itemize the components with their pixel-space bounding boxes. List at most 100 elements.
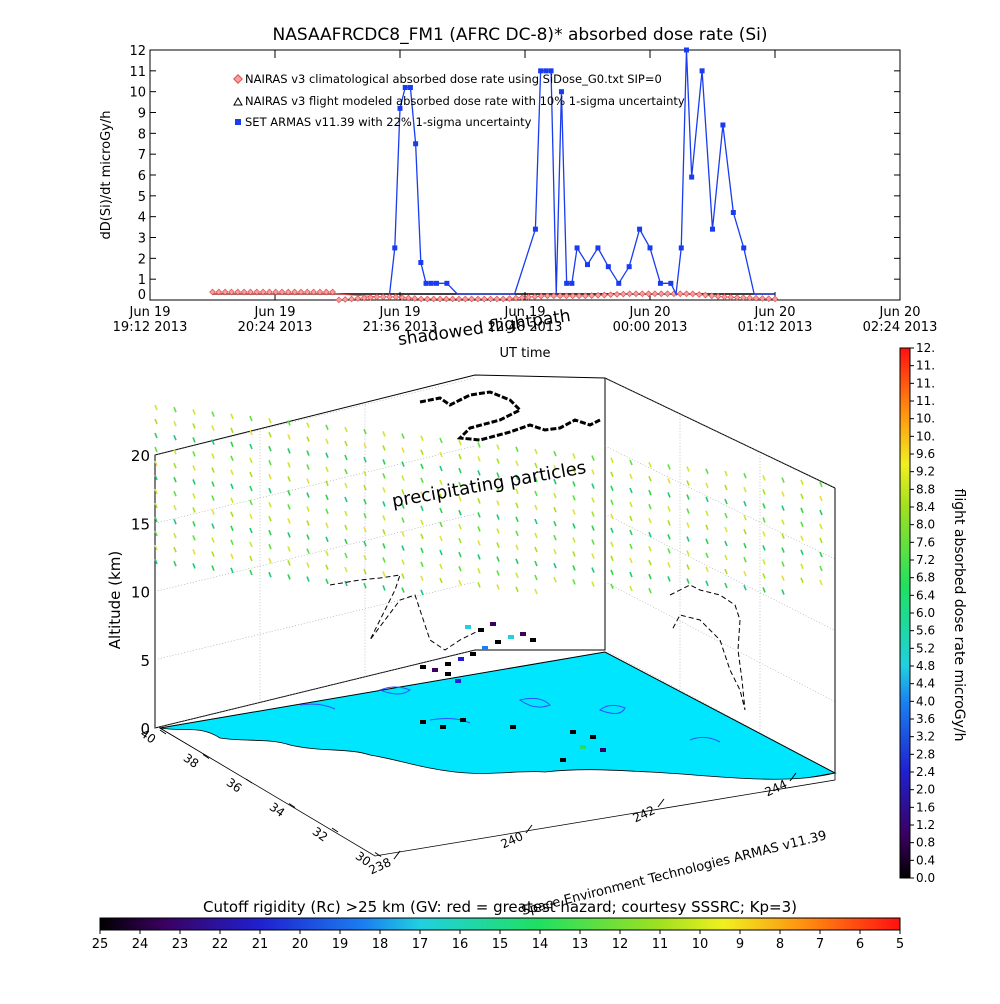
particle-marker: [515, 474, 519, 481]
climatological-point: [733, 294, 741, 301]
climatological-point: [607, 291, 614, 298]
particle-marker: [363, 512, 367, 519]
particle-marker: [154, 460, 158, 467]
particle-marker: [629, 585, 633, 592]
particle-marker: [534, 574, 538, 581]
y-tick-label: 12: [129, 44, 146, 59]
particle-marker: [268, 417, 272, 424]
y-tick-label: 6: [138, 169, 146, 184]
x-tick-label-time: 21:36 2013: [363, 320, 438, 335]
armas-point: [668, 280, 674, 286]
legend-marker-armas: [235, 119, 241, 125]
particle-marker: [800, 563, 804, 570]
particle-marker: [572, 509, 576, 515]
rigidity-colorbar-tick-label: 16: [452, 937, 469, 952]
dose-track-point: [460, 718, 466, 722]
climatological-point: [619, 290, 627, 298]
grid-line: [604, 581, 836, 702]
particle-marker: [211, 565, 215, 571]
y-tick-label: 8: [138, 127, 146, 142]
dose-track-point: [458, 657, 464, 661]
particle-marker: [515, 502, 519, 509]
particle-marker: [420, 477, 424, 484]
particle-marker: [477, 456, 481, 462]
climatological-point: [417, 295, 425, 303]
particle-marker: [401, 545, 405, 551]
particle-marker: [230, 469, 234, 476]
particle-marker: [192, 423, 196, 429]
particle-marker: [401, 447, 405, 453]
climatological-point: [537, 292, 545, 300]
particle-marker: [648, 573, 652, 580]
climatological-point: [708, 292, 716, 300]
climatological-point: [575, 292, 583, 300]
x-tick-label-time: 02:24 2013: [863, 320, 938, 335]
particle-marker: [572, 537, 576, 543]
particle-marker: [591, 567, 595, 573]
armas-point: [710, 226, 715, 232]
particle-marker: [439, 549, 443, 556]
climatological-point: [765, 295, 773, 303]
climatological-point: [348, 295, 355, 303]
particle-marker: [515, 544, 519, 551]
particle-marker: [287, 532, 291, 538]
particle-marker: [667, 548, 671, 554]
climatological-point: [518, 294, 526, 301]
particle-marker: [173, 420, 177, 427]
climatological-point: [430, 295, 438, 303]
climatological-point: [386, 293, 393, 301]
particle-marker: [401, 475, 405, 481]
armas-point: [741, 245, 747, 251]
particle-marker: [154, 432, 158, 439]
dose-colorbar-tick-label: 6.0: [916, 606, 935, 620]
particle-marker: [629, 529, 633, 536]
particle-marker: [724, 526, 728, 533]
particle-marker: [154, 502, 158, 509]
x-tick-label-day: Jun 19: [254, 305, 296, 320]
particle-marker: [553, 506, 557, 513]
particle-marker: [591, 483, 595, 489]
dose-track-point: [560, 758, 566, 762]
rigidity-colorbar-ticks: 25 24 23 22 21 20 19 18 17 16 15 14 13 12 11 10 9 8 7 6 5: [92, 930, 904, 952]
particle-marker: [591, 469, 595, 475]
dose-track-point: [490, 622, 496, 626]
particle-marker: [705, 496, 709, 503]
particle-marker: [572, 467, 576, 473]
dose-track-point: [482, 646, 488, 650]
particle-marker: [819, 551, 823, 558]
particle-marker: [382, 585, 386, 591]
particle-marker: [344, 510, 348, 517]
rigidity-colorbar-tick-label: 15: [492, 937, 509, 952]
rigidity-colorbar-tick-label: 12: [612, 937, 629, 952]
particle-marker: [154, 544, 158, 551]
armas-point: [413, 141, 419, 147]
particle-marker: [743, 500, 747, 507]
particle-marker: [781, 575, 785, 581]
particle-marker: [477, 568, 481, 574]
climatological-point: [601, 291, 608, 299]
rigidity-contour: [429, 718, 471, 724]
longitude-tick-mark: [657, 798, 665, 808]
particle-marker: [192, 437, 196, 443]
climatological-point: [259, 288, 267, 296]
particle-marker: [211, 439, 215, 445]
rigidity-colorbar-tick-label: 21: [252, 937, 269, 952]
rigidity-contour: [378, 686, 411, 695]
armas-point: [678, 245, 684, 251]
altitude-tick-label: 10: [131, 584, 150, 602]
particle-marker: [401, 531, 405, 537]
rigidity-colorbar-tick-label: 7: [816, 937, 824, 952]
dose-colorbar-ticks: 0.0 0.4 0.8 1.2 1.6 2.0 2.4 2.8 3.2 3.6 4.0 4.4 4.8 5…: [910, 341, 935, 885]
particle-marker: [230, 441, 234, 448]
rigidity-contour: [599, 704, 626, 714]
particle-marker: [249, 513, 253, 520]
climatological-point: [493, 295, 501, 303]
rigidity-contour: [689, 736, 721, 743]
climatological-point: [582, 292, 589, 300]
particle-marker: [800, 507, 804, 514]
particle-marker: [306, 422, 310, 428]
particle-marker: [819, 579, 823, 586]
latitude-tick-label: 34: [267, 800, 288, 820]
particle-marker: [173, 406, 177, 413]
precipitating-particles-field: [154, 404, 823, 596]
